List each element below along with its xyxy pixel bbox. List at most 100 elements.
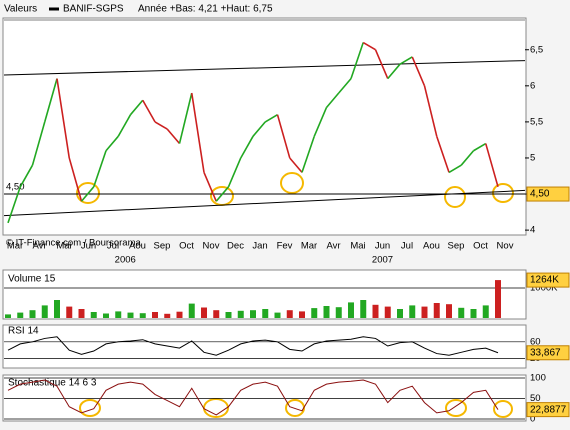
x-tick-label: Dec: [227, 241, 244, 252]
header-label: Valeurs: [4, 4, 37, 15]
x-tick-label: Jan: [252, 241, 267, 252]
price-panel: [2, 17, 527, 236]
value-label: 22,8877: [530, 404, 567, 415]
volume-bar: [286, 310, 293, 318]
price-segment: [117, 114, 132, 137]
price-segment: [19, 164, 34, 188]
x-tick-label: Aou: [129, 241, 146, 252]
volume-bar: [164, 313, 171, 318]
panel-title: RSI 14: [8, 326, 39, 337]
value-label: 4,50: [530, 189, 550, 200]
price-segment: [31, 121, 46, 166]
volume-bar: [421, 306, 428, 318]
volume-bar: [41, 305, 48, 318]
x-tick-label: Sep: [154, 241, 171, 252]
price-segment: [411, 56, 426, 87]
x-tick-label: Jul: [107, 241, 119, 252]
panel-title: Volume 15: [8, 274, 56, 285]
volume-bar: [188, 303, 195, 318]
x-tick-label: Nov: [497, 241, 514, 252]
price-segment: [473, 142, 487, 152]
volume-bar: [115, 311, 122, 318]
volume-bar: [446, 304, 452, 318]
trendline: [3, 60, 526, 76]
value-box: [526, 345, 570, 361]
annotation-circles: [76, 172, 514, 418]
volume-bar: [66, 306, 73, 318]
price-segment: [387, 63, 401, 80]
volume-bar: [262, 309, 269, 318]
x-tick-label: Jun: [375, 241, 390, 252]
value-box: [526, 402, 570, 418]
volume-bar: [90, 312, 97, 318]
price-segment: [227, 157, 242, 188]
price-segment: [423, 85, 438, 137]
price-segment: [313, 107, 328, 137]
price-segment: [92, 150, 107, 188]
price-segment: [215, 186, 230, 202]
price-segment: [166, 128, 181, 145]
y-tick-label: 60: [530, 336, 541, 347]
volume-bar: [78, 309, 85, 318]
price-segment: [142, 99, 156, 123]
price-segment: [350, 42, 365, 79]
price-segment: [240, 135, 254, 159]
x-tick-label: Nov: [203, 241, 220, 252]
volume-bar: [5, 314, 11, 318]
volume-bar: [237, 310, 244, 318]
price-segment: [264, 113, 278, 123]
y-tick-label: 6: [530, 80, 535, 91]
price-segment: [435, 136, 450, 173]
year-label: 2007: [372, 255, 393, 266]
price-segment: [399, 56, 413, 65]
volume-bar: [372, 304, 379, 318]
volume-bar: [384, 306, 391, 318]
y-tick-label: 5: [530, 152, 535, 163]
price-segment: [252, 121, 266, 137]
range-text: Année +Bas: 4,21 +Haut: 6,75: [138, 4, 273, 15]
volume-bar: [127, 312, 134, 318]
price-segment: [154, 121, 168, 130]
volume-bar: [335, 307, 342, 318]
value-label: 1264K: [530, 275, 559, 286]
x-tick-label: Aou: [423, 241, 440, 252]
price-segment: [325, 92, 340, 108]
volume-bar: [17, 312, 24, 318]
volume-bar: [176, 311, 183, 318]
x-tick-label: Oct: [179, 241, 194, 252]
volume-bar: [360, 300, 367, 318]
price-segment: [484, 143, 499, 188]
volume-bar: [213, 310, 220, 318]
y-tick-label: 6,5: [530, 44, 543, 55]
price-segment: [68, 157, 83, 202]
panel-title: Stochastique 14 6 3: [8, 378, 97, 389]
volume-bar: [458, 307, 465, 318]
volume-bar: [103, 313, 109, 318]
volume-bar: [348, 302, 354, 318]
indicator-line: [7, 336, 499, 356]
volume-bar: [54, 300, 60, 318]
volume-bar: [201, 307, 207, 318]
y-tick-label: 50: [530, 393, 541, 404]
volume-bar: [495, 280, 501, 318]
volume-bar: [323, 306, 330, 318]
price-segment: [190, 92, 205, 173]
volume-bar: [482, 305, 489, 318]
y-tick-label: 1000K: [530, 283, 558, 294]
x-tick-label: Oct: [473, 241, 488, 252]
volume-bar: [139, 313, 146, 318]
volume-bar: [470, 309, 477, 318]
x-tick-label: Mai: [350, 241, 365, 252]
volume-bar: [274, 312, 281, 318]
x-tick-label: Mar: [7, 241, 23, 252]
price-segment: [80, 186, 95, 202]
volume-bar: [250, 310, 256, 318]
y-tick-label: 100: [530, 373, 546, 384]
price-segment: [7, 186, 22, 224]
price-segment: [105, 135, 119, 152]
x-tick-label: Fev: [277, 241, 293, 252]
trendline: [3, 189, 526, 217]
price-segment: [301, 136, 316, 173]
value-label: 33,867: [530, 347, 561, 358]
